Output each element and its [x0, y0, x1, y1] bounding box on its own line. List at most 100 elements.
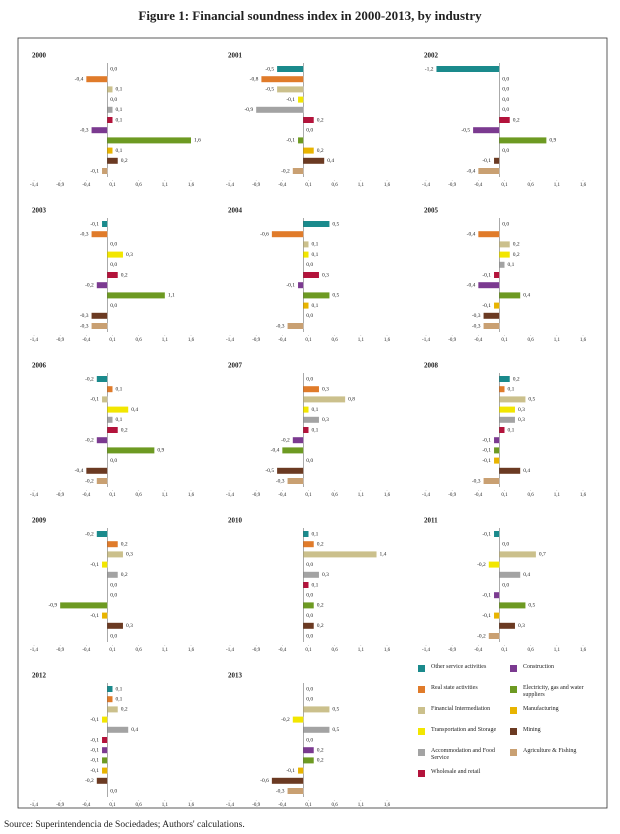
value-label: 0,2: [121, 541, 128, 547]
value-label: -0,3: [80, 323, 89, 329]
bar: [298, 137, 304, 144]
bar: [494, 157, 500, 164]
value-label: -0,1: [482, 437, 491, 443]
value-label: -0,1: [90, 737, 99, 743]
value-label: 0,2: [317, 758, 324, 764]
x-tick-label: -0,9: [448, 493, 456, 498]
x-tick-label: 0,1: [109, 183, 116, 188]
bar: [107, 706, 118, 713]
x-tick-label: 0,6: [528, 338, 535, 343]
x-tick-label: -1,4: [226, 183, 234, 188]
panel-title: 2005: [424, 207, 439, 215]
x-tick-label: 1,6: [384, 493, 391, 498]
bar: [494, 592, 500, 599]
value-label: -0,1: [286, 768, 295, 774]
panel-title: 2009: [32, 517, 47, 525]
value-label: -0,5: [461, 127, 470, 133]
bar: [499, 396, 526, 403]
x-tick-label: 0,1: [501, 493, 508, 498]
value-label: 0,2: [513, 117, 520, 123]
value-label: -0,4: [271, 448, 280, 454]
value-label: 0,4: [131, 407, 138, 413]
value-label: 0,2: [317, 541, 324, 547]
panel-title: 2008: [424, 362, 439, 370]
bar: [277, 467, 304, 474]
value-label: 0,1: [116, 686, 123, 692]
bar: [303, 541, 314, 548]
bar: [303, 272, 319, 278]
value-label: 0,1: [508, 427, 515, 433]
x-tick-label: -0,4: [82, 803, 90, 808]
value-label: 0,1: [312, 407, 319, 413]
bar: [303, 622, 314, 629]
bar: [483, 478, 500, 484]
bar: [292, 716, 304, 723]
value-label: 0,0: [502, 148, 509, 154]
x-tick-label: 1,6: [188, 338, 195, 343]
bar: [91, 127, 108, 134]
bar: [102, 747, 108, 754]
x-tick-label: 1,6: [384, 183, 391, 188]
panel-title: 2001: [228, 52, 243, 60]
legend-label: Real state activities: [431, 685, 478, 691]
bar: [303, 427, 309, 433]
x-tick-label: -0,9: [56, 493, 64, 498]
value-label: -0,1: [482, 458, 491, 464]
bar: [107, 386, 113, 393]
value-label: -0,1: [90, 768, 99, 774]
value-label: 0,2: [121, 572, 128, 578]
x-tick-label: -1,4: [422, 183, 430, 188]
bar: [107, 137, 191, 144]
legend-swatch: [418, 728, 425, 735]
x-tick-label: 0,1: [501, 183, 508, 188]
legend-label: Transportation and Storage: [431, 727, 497, 733]
value-label: -0,1: [482, 448, 491, 454]
bar: [499, 251, 510, 258]
legend-label: Electricity, gas and water suppliers: [523, 685, 584, 698]
value-label: 0,1: [508, 386, 515, 392]
x-tick-label: 0,6: [136, 493, 143, 498]
legend-item: Manufacturing: [510, 706, 602, 727]
bar: [303, 551, 377, 558]
value-label: 0,2: [121, 158, 128, 164]
legend-item: Transportation and Storage: [418, 727, 510, 748]
x-tick-label: -0,4: [474, 493, 482, 498]
bar: [499, 117, 510, 123]
panel-title: 2011: [424, 517, 438, 525]
bar: [303, 726, 330, 733]
x-tick-label: -1,4: [226, 803, 234, 808]
bar: [499, 406, 515, 413]
bar: [107, 292, 165, 299]
value-label: -0,9: [48, 603, 57, 609]
panel-title: 2006: [32, 362, 47, 370]
legend-label: Mining: [523, 727, 541, 733]
x-tick-label: 0,6: [528, 183, 535, 188]
value-label: -0,3: [276, 323, 285, 329]
bar: [256, 106, 304, 113]
value-label: 0,0: [110, 303, 117, 309]
bar: [107, 447, 155, 454]
value-label: 0,0: [306, 376, 313, 382]
bar: [102, 561, 108, 568]
value-label: 0,1: [116, 107, 123, 113]
value-label: 0,5: [332, 727, 339, 733]
x-tick-label: 1,1: [554, 183, 561, 188]
value-label: -0,2: [281, 717, 290, 723]
value-label: 0,2: [317, 747, 324, 753]
value-label: 0,0: [502, 107, 509, 113]
bar: [303, 147, 314, 154]
bar: [287, 323, 304, 329]
legend-label: Construction: [523, 664, 554, 670]
x-tick-label: 1,6: [384, 803, 391, 808]
bar: [107, 406, 129, 413]
value-label: 0,3: [322, 386, 329, 392]
value-label: 1,4: [380, 552, 387, 558]
bar: [107, 86, 113, 93]
bar: [86, 467, 108, 474]
value-label: 0,0: [110, 788, 117, 794]
panel-title: 2000: [32, 52, 47, 60]
bar: [271, 231, 304, 238]
x-tick-label: -0,9: [252, 648, 260, 653]
bar: [478, 282, 500, 289]
